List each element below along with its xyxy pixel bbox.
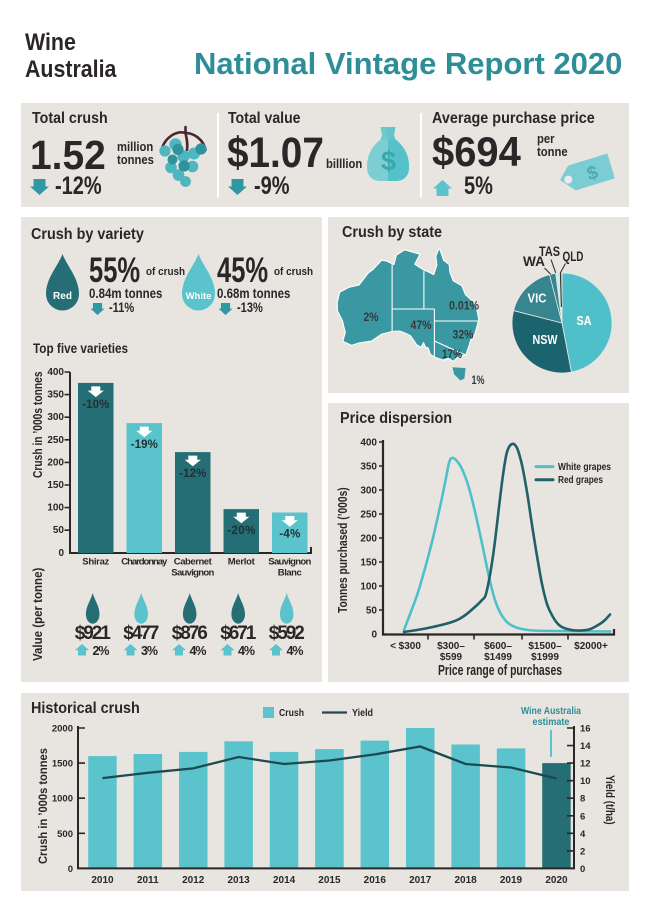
svg-text:$671: $671: [220, 623, 256, 644]
svg-text:SA: SA: [577, 313, 593, 328]
svg-text:400: 400: [47, 367, 64, 378]
svg-text:300: 300: [47, 412, 64, 423]
svg-text:100: 100: [360, 582, 377, 593]
svg-text:200: 200: [47, 457, 64, 468]
svg-text:-4%: -4%: [279, 529, 300, 541]
svg-text:14: 14: [580, 741, 591, 752]
svg-text:-10%: -10%: [82, 399, 109, 411]
svg-text:250: 250: [47, 435, 64, 446]
svg-text:White: White: [186, 291, 212, 302]
svg-text:4: 4: [580, 829, 586, 840]
svg-text:VIC: VIC: [528, 291, 548, 306]
svg-text:$921: $921: [75, 623, 111, 644]
svg-text:2019: 2019: [500, 875, 523, 886]
svg-text:3%: 3%: [141, 644, 158, 658]
svg-text:2018: 2018: [454, 875, 477, 886]
svg-text:-12%: -12%: [179, 468, 206, 480]
svg-text:$592: $592: [269, 623, 305, 644]
svg-text:47%: 47%: [411, 318, 432, 332]
svg-text:NSW: NSW: [533, 332, 559, 347]
svg-text:2010: 2010: [91, 875, 114, 886]
svg-text:Sauvignon: Sauvignon: [171, 568, 214, 579]
svg-text:Blanc: Blanc: [278, 568, 302, 579]
svg-text:16: 16: [580, 724, 591, 735]
svg-text:500: 500: [57, 829, 73, 840]
svg-text:150: 150: [47, 480, 64, 491]
svg-text:Red: Red: [53, 291, 72, 302]
svg-text:6: 6: [580, 811, 585, 822]
svg-text:Red grapes: Red grapes: [558, 475, 603, 486]
svg-text:2014: 2014: [273, 875, 296, 886]
svg-text:150: 150: [360, 558, 377, 569]
svg-text:$876: $876: [172, 623, 208, 644]
svg-text:$1499: $1499: [484, 652, 512, 663]
svg-text:10: 10: [580, 776, 591, 787]
svg-text:350: 350: [47, 390, 64, 401]
svg-text:4%: 4%: [238, 644, 255, 658]
svg-text:200: 200: [360, 534, 377, 545]
svg-text:2013: 2013: [227, 875, 250, 886]
svg-text:Wine Australia: Wine Australia: [521, 706, 581, 717]
svg-text:2%: 2%: [364, 310, 379, 324]
svg-text:TAS: TAS: [539, 243, 560, 259]
svg-text:$300–: $300–: [437, 641, 465, 652]
svg-text:-19%: -19%: [131, 439, 158, 451]
svg-text:17%: 17%: [442, 347, 462, 361]
svg-text:2011: 2011: [137, 875, 159, 886]
svg-text:2020: 2020: [545, 875, 568, 886]
svg-text:Merlot: Merlot: [228, 557, 256, 568]
svg-text:4%: 4%: [287, 644, 304, 658]
svg-text:2012: 2012: [182, 875, 205, 886]
svg-text:32%: 32%: [453, 328, 474, 342]
svg-text:400: 400: [360, 438, 377, 449]
svg-text:2: 2: [580, 846, 585, 857]
svg-text:-20%: -20%: [227, 525, 255, 537]
svg-text:$599: $599: [440, 652, 463, 663]
svg-text:< $300: < $300: [390, 641, 421, 652]
svg-text:White grapes: White grapes: [558, 462, 611, 473]
svg-text:0: 0: [58, 548, 64, 559]
svg-text:2000: 2000: [52, 724, 73, 735]
svg-text:250: 250: [360, 510, 377, 521]
svg-text:Chardonnay: Chardonnay: [121, 557, 168, 568]
svg-text:100: 100: [47, 503, 64, 514]
svg-text:Crush: Crush: [279, 708, 304, 719]
svg-text:300: 300: [360, 486, 377, 497]
svg-text:2015: 2015: [318, 875, 341, 886]
svg-text:50: 50: [53, 525, 65, 536]
svg-text:estimate: estimate: [533, 717, 570, 728]
svg-text:Price range of purchases: Price range of purchases: [438, 663, 562, 679]
svg-text:0: 0: [371, 630, 377, 641]
svg-text:1%: 1%: [472, 373, 485, 385]
svg-text:0: 0: [68, 864, 73, 875]
svg-text:$600–: $600–: [484, 641, 512, 652]
svg-text:8: 8: [580, 794, 585, 805]
svg-text:$: $: [381, 146, 396, 176]
svg-text:QLD: QLD: [563, 248, 584, 264]
svg-text:1500: 1500: [52, 759, 73, 770]
svg-text:2017: 2017: [409, 875, 432, 886]
svg-text:Yield: Yield: [352, 708, 373, 719]
svg-text:$2000+: $2000+: [574, 641, 608, 652]
svg-text:50: 50: [366, 606, 378, 617]
svg-text:0.01%: 0.01%: [449, 299, 479, 313]
svg-text:$477: $477: [123, 623, 159, 644]
svg-text:2%: 2%: [93, 644, 110, 658]
svg-text:4%: 4%: [190, 644, 207, 658]
svg-text:350: 350: [360, 462, 377, 473]
svg-text:1000: 1000: [52, 794, 73, 805]
svg-text:0: 0: [580, 864, 585, 875]
svg-text:$1999: $1999: [531, 652, 559, 663]
svg-text:Shiraz: Shiraz: [82, 557, 109, 568]
svg-text:$1500–: $1500–: [528, 641, 562, 652]
svg-text:Sauvignon: Sauvignon: [268, 557, 311, 568]
svg-text:2016: 2016: [364, 875, 387, 886]
svg-text:12: 12: [580, 759, 591, 770]
svg-text:Cabernet: Cabernet: [174, 557, 213, 568]
svg-text:WA: WA: [523, 253, 545, 269]
